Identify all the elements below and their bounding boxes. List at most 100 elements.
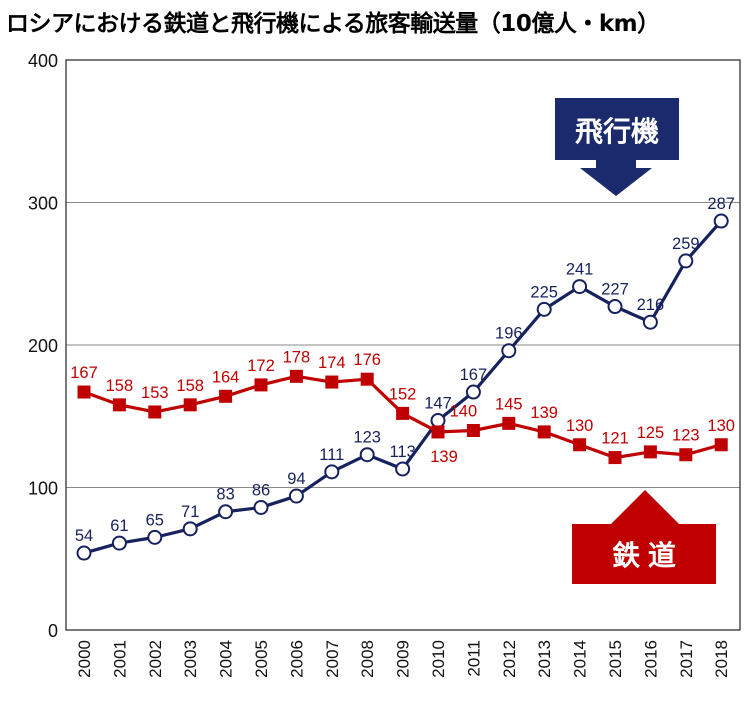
point-marker (714, 438, 728, 452)
data-label: 178 (283, 348, 311, 366)
y-tick-label: 0 (48, 621, 58, 641)
callout-airplane: 飛行機 (555, 98, 679, 196)
point-marker (431, 425, 445, 439)
data-label: 158 (106, 377, 134, 395)
point-marker (501, 343, 517, 359)
point-marker (218, 504, 234, 520)
data-label: 167 (70, 364, 98, 382)
data-label: 153 (141, 384, 169, 402)
point-marker (642, 314, 658, 330)
data-label: 61 (110, 517, 128, 535)
callout-box (572, 524, 716, 584)
x-tick-label: 2013 (535, 640, 554, 678)
point-marker (573, 438, 587, 452)
x-tick-label: 2016 (641, 640, 660, 678)
plot-frame (65, 59, 741, 631)
point-marker (254, 378, 268, 392)
data-label: 111 (319, 446, 344, 464)
y-tick-label: 100 (28, 479, 58, 499)
point-marker (112, 398, 126, 412)
point-marker (325, 375, 339, 389)
data-label: 130 (566, 417, 594, 435)
y-tick-label: 400 (28, 51, 58, 71)
point-marker (253, 499, 269, 515)
y-tick-label: 200 (28, 336, 58, 356)
x-tick-label: 2012 (500, 640, 519, 678)
data-label: 123 (353, 429, 381, 447)
point-marker (360, 372, 374, 386)
point-marker (678, 253, 694, 269)
data-label: 125 (637, 424, 665, 442)
data-label: 196 (495, 325, 523, 343)
data-label: 65 (146, 511, 164, 529)
x-tick-label: 2011 (464, 640, 483, 677)
point-marker (679, 448, 693, 462)
point-marker (289, 369, 303, 383)
callout-arrow-up (610, 490, 680, 526)
data-label: 113 (389, 443, 415, 461)
x-tick-label: 2005 (252, 640, 271, 678)
point-marker (430, 413, 446, 429)
point-marker (359, 447, 375, 463)
x-tick-label: 2014 (571, 640, 590, 678)
x-tick-label: 2000 (75, 640, 94, 678)
point-marker (148, 405, 162, 419)
data-label: 158 (176, 377, 204, 395)
point-marker (608, 451, 622, 465)
point-marker (466, 424, 480, 437)
callout-label: 飛行機 (575, 115, 659, 147)
point-marker (465, 384, 481, 400)
data-label: 259 (672, 235, 700, 253)
point-marker (607, 299, 623, 315)
data-label: 54 (75, 527, 93, 545)
data-label: 83 (216, 486, 234, 504)
data-label: 172 (247, 357, 275, 375)
data-label: 121 (601, 430, 629, 448)
data-label: 139 (430, 448, 458, 466)
callout-arrow-down (580, 160, 652, 196)
x-tick-label: 2007 (323, 640, 342, 678)
data-label: 94 (287, 470, 305, 488)
x-tick-label: 2003 (181, 640, 200, 678)
data-label: 225 (530, 283, 558, 301)
point-marker (324, 464, 340, 480)
data-label: 86 (252, 481, 270, 499)
data-label: 71 (181, 503, 199, 521)
data-label: 147 (424, 395, 452, 413)
data-label: 174 (318, 354, 346, 372)
x-tick-label: 2018 (712, 640, 731, 678)
x-tick-label: 2015 (606, 640, 625, 678)
point-marker (396, 406, 410, 420)
data-label: 140 (450, 403, 478, 421)
data-label: 227 (601, 281, 629, 299)
data-label: 145 (495, 395, 523, 413)
x-tick-label: 2001 (110, 640, 129, 678)
data-label: 152 (389, 385, 417, 403)
x-tick-label: 2008 (358, 640, 377, 678)
data-label: 241 (566, 261, 594, 279)
point-marker (77, 385, 91, 399)
x-tick-label: 2002 (146, 640, 165, 678)
data-label: 123 (672, 427, 700, 445)
point-marker (147, 529, 163, 545)
point-marker (713, 213, 729, 229)
x-tick-label: 2006 (287, 640, 306, 678)
chart-title: ロシアにおける鉄道と飛行機による旅客輸送量（10億人・km） (6, 11, 660, 37)
x-tick-label: 2010 (429, 640, 448, 678)
point-marker (537, 425, 551, 439)
point-marker (111, 535, 127, 551)
data-label: 139 (530, 404, 558, 422)
point-marker (76, 545, 92, 561)
point-marker (536, 301, 552, 317)
point-marker (572, 279, 588, 295)
y-tick-label: 300 (28, 194, 58, 214)
x-tick-label: 2009 (394, 640, 413, 678)
data-label: 176 (353, 351, 381, 369)
data-label: 167 (460, 366, 488, 384)
point-marker (182, 521, 198, 537)
point-marker (502, 416, 516, 430)
x-tick-label: 2004 (217, 640, 236, 678)
data-label: 216 (637, 296, 665, 314)
point-marker (395, 461, 411, 477)
